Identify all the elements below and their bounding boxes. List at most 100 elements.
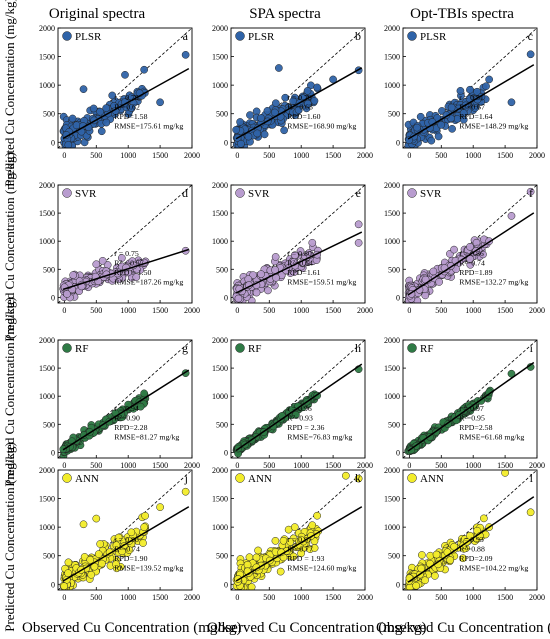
panel-frame: [230, 469, 366, 591]
stat-line: RPD=1.90: [114, 554, 147, 563]
panel-letter: j: [184, 471, 188, 485]
stat-line: r = 0.79: [287, 93, 312, 102]
stat-line: RPD=1.61: [287, 268, 320, 277]
panel-plot-area: [231, 185, 365, 303]
legend-label: PLSR: [248, 31, 275, 43]
data-point: [447, 103, 456, 112]
legend-label: ANN: [248, 473, 272, 485]
x-tick-label: 1000: [465, 306, 481, 315]
data-point: [79, 85, 88, 93]
y-tick-label: 0: [396, 293, 400, 302]
regression-line: [62, 248, 190, 291]
legend-label: PLSR: [75, 31, 102, 43]
data-point: [432, 550, 441, 559]
y-tick-label: 0: [51, 138, 55, 147]
panel-plot-area: [231, 28, 365, 148]
data-point: [276, 567, 285, 576]
panel-letter: c: [528, 29, 533, 43]
data-point: [482, 82, 490, 91]
data-point: [121, 71, 129, 79]
regression-line: [235, 231, 363, 294]
panel-letter: d: [182, 186, 188, 200]
data-point: [132, 273, 141, 281]
legend-label: SVR: [75, 188, 97, 200]
data-point: [64, 141, 73, 148]
stat-line: RMSE=61.68 mg/kg: [459, 432, 524, 441]
y-tick-label: 500: [388, 552, 400, 561]
y-tick-label: 1500: [212, 53, 228, 62]
legend-marker: [62, 31, 72, 41]
x-tick-label: 500: [435, 593, 447, 602]
panel-plot-area: [231, 340, 365, 458]
y-tick-label: 500: [388, 110, 400, 119]
y-tick-label: 2000: [39, 336, 55, 345]
x-tick-label: 0: [407, 306, 411, 315]
panel-frame: [230, 339, 366, 459]
legend-marker: [235, 473, 245, 483]
data-point: [431, 572, 439, 580]
data-point: [354, 474, 363, 483]
data-point: [68, 114, 77, 123]
panel-plot-area: [403, 28, 537, 148]
panel-frame: [57, 184, 193, 304]
legend-label: RF: [420, 343, 433, 355]
y-tick-label: 500: [388, 420, 400, 429]
x-tick-label: 1500: [325, 593, 341, 602]
data-point: [450, 245, 458, 254]
data-point: [342, 471, 350, 480]
x-tick-label: 500: [90, 306, 102, 315]
y-tick-label: 2000: [212, 336, 228, 345]
data-point: [281, 93, 290, 102]
y-tick-label: 1000: [384, 81, 400, 90]
stat-line: R²=0.77: [287, 545, 313, 554]
data-point: [253, 129, 262, 138]
stat-line: RMSE=76.83 mg/kg: [287, 432, 352, 441]
data-point: [526, 50, 535, 59]
data-point: [329, 75, 337, 84]
x-tick-label: 0: [235, 306, 239, 315]
panel-frame: [57, 469, 193, 591]
y-tick-label: 2000: [212, 24, 228, 33]
x-tick-label: 1500: [497, 593, 513, 602]
y-tick-label: 500: [43, 552, 55, 561]
data-point: [97, 127, 106, 136]
stat-line: RPD = 1.50: [114, 268, 151, 277]
data-point: [507, 212, 516, 220]
y-tick-label: 1500: [39, 53, 55, 62]
panel-frame: [57, 339, 193, 459]
panel-e: 0 500 1000 1500 2000 0 500 1000 1500 2000 SVR e r = …: [212, 181, 373, 315]
legend-marker: [407, 343, 417, 353]
stat-line: r = 0.81: [459, 93, 484, 102]
stat-line: RPD=1.60: [287, 112, 320, 121]
stat-line: r = 0.78: [114, 93, 139, 102]
y-axis-label-row-3: Predicted Cu Concentration (mg/kg): [2, 297, 17, 487]
regression-line: [62, 369, 190, 451]
x-tick-label: 0: [235, 461, 239, 470]
data-point: [427, 136, 436, 145]
y-tick-label: 1500: [384, 364, 400, 373]
legend-label: PLSR: [420, 31, 447, 43]
y-tick-label: 2000: [212, 466, 228, 475]
data-point: [236, 118, 244, 126]
x-tick-label: 500: [435, 461, 447, 470]
x-tick-label: 1500: [325, 306, 341, 315]
stat-line: RPD=2.28: [114, 423, 147, 432]
panel-k: 0 500 1000 1500 2000 0 500 1000 1500 2000 ANN k r = …: [212, 466, 373, 602]
panel-letter: k: [355, 471, 361, 485]
data-point: [466, 85, 474, 94]
data-point: [459, 109, 468, 117]
data-point: [280, 126, 288, 135]
data-point: [313, 83, 321, 92]
x-tick-label: 2000: [357, 593, 373, 602]
data-point: [271, 536, 280, 545]
data-point: [279, 536, 288, 545]
panel-h: 0 500 1000 1500 2000 0 500 1000 1500 2000 RF h r = 0…: [212, 336, 373, 470]
x-tick-label: 1500: [497, 461, 513, 470]
y-tick-label: 2000: [39, 181, 55, 190]
y-tick-label: 500: [216, 110, 228, 119]
x-tick-label: 500: [435, 306, 447, 315]
stat-line: r = 0.86: [459, 249, 484, 258]
x-tick-label: 500: [263, 461, 275, 470]
x-tick-label: 1500: [152, 593, 168, 602]
